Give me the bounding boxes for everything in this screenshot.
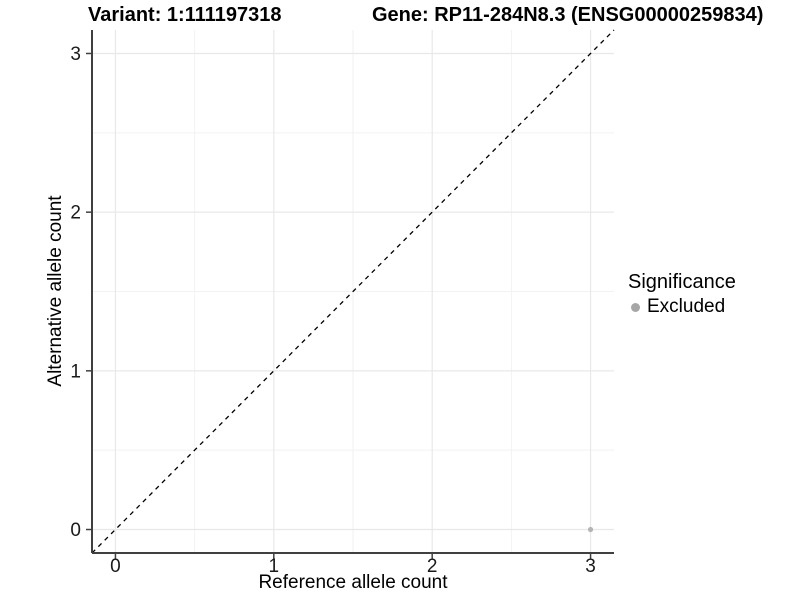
legend-item-excluded: Excluded: [628, 296, 736, 318]
y-axis-title: Alternative allele count: [45, 195, 66, 387]
y-tick-label: 3: [70, 44, 81, 65]
x-tick-label: 1: [269, 556, 280, 577]
legend-item-label: Excluded: [647, 296, 726, 317]
y-tick-label: 2: [70, 203, 81, 224]
identity-dashed-line: [91, 29, 615, 554]
x-tick-label: 2: [427, 556, 438, 577]
y-tick-label: 0: [70, 520, 81, 541]
variant-title: Variant: 1:111197318: [88, 4, 282, 26]
legend-point-icon: [631, 302, 640, 312]
y-tick-label: 1: [70, 361, 81, 382]
x-tick-label: 0: [110, 556, 121, 577]
legend: Significance Excluded: [628, 271, 736, 318]
x-axis-title: Reference allele count: [258, 572, 448, 593]
gene-title: Gene: RP11-284N8.3 (ENSG00000259834): [372, 4, 764, 26]
data-point: [587, 526, 594, 533]
x-tick-label: 3: [585, 556, 596, 577]
legend-title: Significance: [628, 271, 736, 293]
